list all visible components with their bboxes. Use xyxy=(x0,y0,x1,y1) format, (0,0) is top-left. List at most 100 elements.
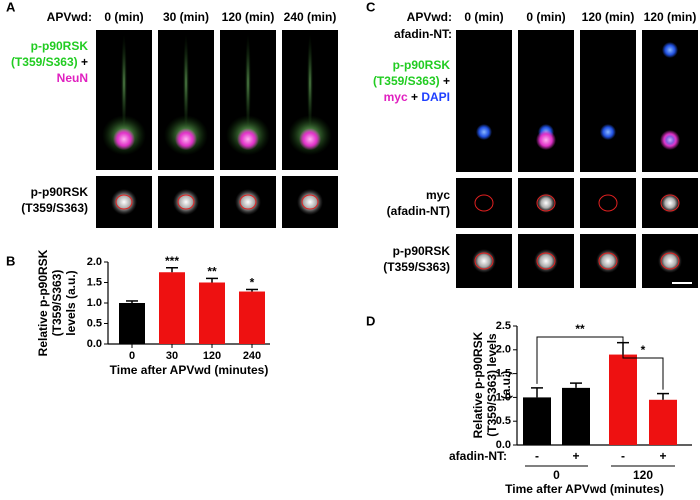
dapi-nucleus xyxy=(664,134,676,146)
row-label: myc + DAPI xyxy=(384,90,450,104)
column-label: 0 (min) xyxy=(526,10,565,24)
row-label: (T359/S363) xyxy=(21,201,88,215)
x-tick-label: 120 xyxy=(203,350,221,362)
panel-letter: A xyxy=(6,0,16,14)
column-label: 240 (min) xyxy=(284,10,337,24)
bar xyxy=(239,291,265,344)
y-axis-label: (T359/S363) xyxy=(50,270,64,337)
y-tick-label: 1.5 xyxy=(496,368,511,380)
condition-label: afadin-NT: xyxy=(394,27,452,41)
y-tick-label: 0.0 xyxy=(87,338,102,350)
nucleus-outline xyxy=(536,252,556,270)
row-label: NeuN xyxy=(57,71,88,85)
row-label: (T359/S363) xyxy=(383,260,450,274)
dendrite xyxy=(307,34,313,132)
column-label: 120 (min) xyxy=(582,10,635,24)
row-label: myc xyxy=(426,188,450,202)
y-axis-label: (T359/S363) levels xyxy=(485,333,499,437)
nucleus-outline xyxy=(115,194,133,210)
bar xyxy=(609,354,637,445)
nucleus-outline xyxy=(177,194,195,210)
row-label: p-p90RSK xyxy=(31,185,89,199)
y-tick-label: 2.0 xyxy=(87,256,102,268)
bar xyxy=(119,303,145,344)
nucleus-outline xyxy=(474,252,494,270)
panel-letter: C xyxy=(366,0,376,14)
comparison-bracket xyxy=(622,338,664,390)
y-tick-label: 0.5 xyxy=(87,317,102,329)
row-label: (T359/S363) + xyxy=(11,55,88,69)
nucleus-outline xyxy=(474,194,494,212)
group-label: 120 xyxy=(633,468,653,482)
x-tick-label: 240 xyxy=(243,350,261,362)
cell-signal xyxy=(536,193,556,213)
bar xyxy=(159,272,185,344)
y-tick-label: 0.0 xyxy=(496,439,511,451)
row-label: p-p90RSK xyxy=(31,39,89,53)
column-label: 0 (min) xyxy=(104,10,143,24)
label-part: DAPI xyxy=(421,90,450,104)
y-tick-label: 2.0 xyxy=(496,344,511,356)
label-part: p-p90RSK xyxy=(31,39,89,53)
nucleus-outline xyxy=(660,252,680,270)
condition-label: APVwd: xyxy=(407,10,452,24)
nucleus xyxy=(113,128,135,151)
y-tick-label: 1.5 xyxy=(87,276,102,288)
y-axis-label: levels (a.u.) xyxy=(64,270,78,335)
y-tick-label: 1.0 xyxy=(496,391,511,403)
nucleus-outline xyxy=(598,252,618,270)
micrograph xyxy=(518,30,574,172)
micrographs xyxy=(96,30,698,288)
cell-signal xyxy=(173,189,199,215)
label-part: p-p90RSK xyxy=(393,58,451,72)
bar xyxy=(199,282,225,344)
comparison-label: * xyxy=(641,343,646,357)
row-label: (T359/S363) + xyxy=(373,74,450,88)
group-label: 0 xyxy=(553,468,560,482)
dapi-nucleus xyxy=(600,124,616,140)
dendrite xyxy=(121,34,127,132)
row-label: p-p90RSK xyxy=(393,244,451,258)
x-tick-label: + xyxy=(572,449,579,463)
y-axis-label: (a.u.) xyxy=(499,371,513,400)
comparison-label: ** xyxy=(575,322,585,336)
micrograph xyxy=(580,30,636,172)
myc-nucleus xyxy=(536,130,556,150)
significance: ** xyxy=(207,265,217,279)
error-bar xyxy=(126,300,138,303)
scale-bar xyxy=(672,282,692,284)
row-label: (afadin-NT) xyxy=(387,204,450,218)
x-tick-label: 0 xyxy=(129,350,135,362)
cell-signal xyxy=(111,189,137,215)
x-tick-label: + xyxy=(659,449,666,463)
error-bar xyxy=(531,387,543,398)
label-part: + xyxy=(411,90,418,104)
x-tick-label: - xyxy=(621,449,625,463)
dendrite xyxy=(245,34,251,132)
x-tick-label: 30 xyxy=(166,350,178,362)
label-part: (T359/S363) xyxy=(11,55,78,69)
label-part: NeuN xyxy=(57,71,88,85)
nucleus-outline xyxy=(536,194,556,212)
x-axis-label: Time after APVwd (minutes) xyxy=(505,482,664,496)
dendrite xyxy=(183,34,189,132)
category-label: afadin-NT: xyxy=(449,449,507,463)
dapi-nucleus xyxy=(476,124,492,140)
y-tick-label: 0.5 xyxy=(496,415,511,427)
bar xyxy=(523,397,551,445)
x-tick-label: - xyxy=(535,449,539,463)
nucleus-outline xyxy=(301,194,319,210)
nucleus-outline xyxy=(598,194,618,212)
significance: *** xyxy=(165,254,179,268)
nucleus xyxy=(299,128,321,151)
column-label: 120 (min) xyxy=(644,10,697,24)
error-bar xyxy=(166,266,178,273)
label-part: + xyxy=(443,74,450,88)
comparison-bracket xyxy=(536,336,624,384)
bar xyxy=(649,399,677,445)
column-label: 120 (min) xyxy=(222,10,275,24)
dapi-nucleus xyxy=(662,42,678,58)
y-tick-label: 1.0 xyxy=(87,297,102,309)
